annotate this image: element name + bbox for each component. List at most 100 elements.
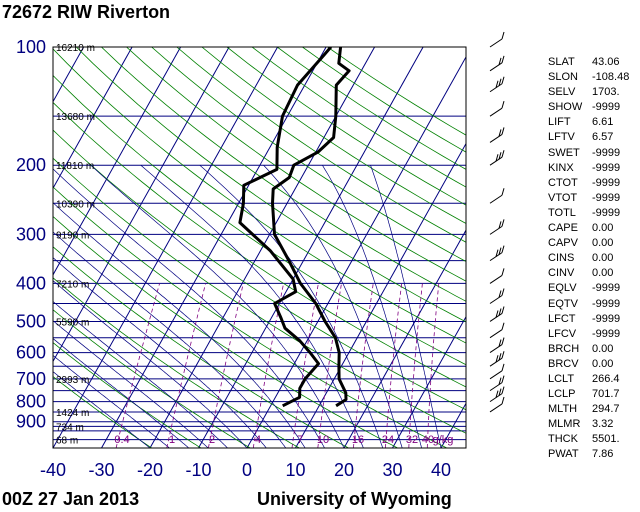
index-value: -9999 (592, 101, 621, 114)
index-row: CINS 0.00 (548, 251, 640, 266)
temperature-tick-label: 0 (242, 460, 252, 480)
index-value: 5501. (592, 433, 620, 446)
pressure-tick-label: 300 (16, 224, 46, 244)
index-value: -9999 (592, 161, 621, 174)
isotherm-line (53, 47, 182, 276)
wind-barb-feather (501, 363, 505, 371)
index-key: CAPV (548, 237, 578, 250)
dry-adiabat (53, 74, 466, 366)
mixing-ratio-label: 24 (382, 434, 394, 446)
dry-adiabat (53, 186, 447, 448)
temperature-tick-label: -40 (40, 460, 66, 480)
mixing-ratio-label: 4 (255, 434, 261, 446)
pressure-tick-label: 700 (16, 369, 46, 389)
index-row: CTOT -9999 (548, 176, 640, 191)
index-value: -9999 (592, 176, 621, 189)
wind-barb (489, 396, 505, 413)
dry-adiabat (53, 375, 152, 448)
wind-barb (489, 306, 505, 322)
wind-barb-shaft (489, 382, 503, 392)
index-key: MLTH (548, 403, 578, 416)
wind-barb-feather (495, 390, 499, 398)
wind-barb-feather (501, 101, 505, 109)
height-label: 2993 m (56, 375, 89, 386)
height-label: 7210 m (56, 279, 89, 290)
index-value: 0.00 (592, 252, 614, 265)
temperature-tick-label: 10 (285, 460, 305, 480)
index-row: MLTH 294.7 (548, 402, 640, 417)
moist-adiabat (53, 338, 190, 448)
index-key: SLON (548, 71, 578, 84)
index-row: TOTL -9999 (548, 206, 640, 221)
wind-barb-feather (501, 219, 505, 227)
height-label: 13680 m (56, 112, 95, 123)
index-row: EQTV -9999 (548, 297, 640, 312)
index-row: LIFT 6.61 (548, 115, 640, 130)
moist-adiabat (370, 165, 442, 448)
height-label: 5590 m (56, 317, 89, 328)
moist-adiabat (53, 257, 267, 448)
wind-barb-shaft (489, 275, 503, 284)
wind-barb (489, 245, 505, 262)
index-row: CAPV 0.00 (548, 236, 640, 251)
isotherm-line (392, 315, 466, 448)
index-value: 7.86 (592, 448, 614, 461)
station-title: 72672 RIW Riverton (2, 2, 171, 22)
wind-barb (489, 127, 505, 143)
index-value: -9999 (592, 312, 621, 325)
wind-barb (489, 386, 505, 403)
temperature-profile (271, 47, 351, 408)
dry-adiabat (101, 47, 466, 302)
index-key: CINV (548, 267, 575, 280)
isotherm-line (53, 47, 230, 363)
index-key: SLAT (548, 56, 575, 68)
isotherm-line (53, 47, 133, 190)
moist-adiabat (140, 164, 364, 448)
index-row: CINV 0.00 (548, 266, 640, 281)
index-key: SWET (548, 146, 580, 159)
dry-adiabat (53, 101, 466, 388)
pressure-tick-label: 200 (16, 155, 46, 175)
index-row: LFTV 6.57 (548, 130, 640, 145)
wind-barb-feather (501, 245, 505, 253)
mixing-ratio-label: 7 (297, 434, 303, 446)
wind-barb-shaft (489, 38, 503, 48)
wind-barb (489, 150, 505, 166)
wind-barb-feather (495, 310, 499, 318)
mixing-ratio-line (166, 283, 206, 448)
index-value: 0.00 (592, 237, 614, 250)
index-row: SLAT 43.06 (548, 55, 640, 70)
observation-time: 00Z 27 Jan 2013 (2, 489, 140, 509)
wind-barb-feather (501, 396, 505, 405)
wind-barb-shaft (489, 134, 503, 143)
index-row: BRCV 0.00 (548, 357, 640, 372)
index-value: 701.7 (592, 388, 620, 401)
index-key: CINS (548, 252, 575, 265)
dry-adiabat (76, 47, 466, 323)
temperature-tick-label: 20 (334, 460, 354, 480)
mixing-ratio-line (408, 283, 423, 448)
index-row: BRCH 0.00 (548, 342, 640, 357)
index-key: LCLT (548, 372, 575, 385)
index-key: LIFT (548, 116, 571, 129)
index-key: PWAT (548, 448, 579, 461)
index-row: MLMR 3.32 (548, 417, 640, 432)
dry-adiabat (53, 277, 300, 448)
moist-adiabat (53, 168, 325, 448)
index-value: -9999 (592, 282, 621, 295)
wind-barb (489, 351, 505, 367)
height-label: 9190 m (56, 230, 89, 241)
index-value: -108.48 (592, 71, 630, 84)
wind-barb-shaft (489, 344, 503, 353)
height-label: 1424 m (56, 408, 89, 419)
index-key: EQTV (548, 297, 578, 310)
temperature-tick-label: -30 (88, 460, 114, 480)
wind-barb-feather (498, 290, 502, 298)
index-key: EQLV (548, 282, 577, 295)
moist-adiabat (263, 164, 403, 448)
temperature-tick-label: 30 (382, 460, 402, 480)
mixing-ratio-line (208, 283, 244, 448)
moist-adiabat (53, 320, 209, 448)
wind-barb-shaft (489, 62, 503, 72)
moist-adiabat (53, 371, 151, 448)
